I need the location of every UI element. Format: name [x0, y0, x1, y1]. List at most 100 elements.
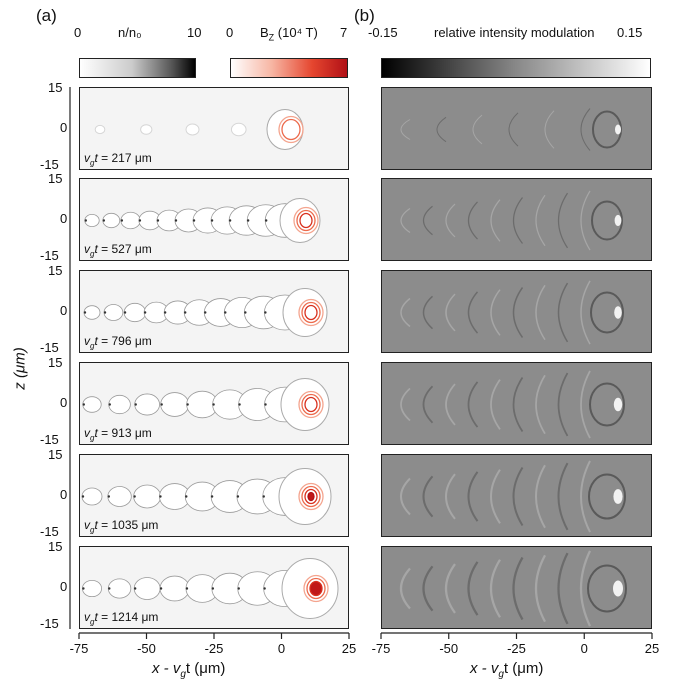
modulation-arc	[512, 377, 524, 432]
bfield-contour	[298, 390, 324, 419]
modulation-arc	[557, 192, 569, 249]
modulation-arc	[399, 567, 411, 610]
density-spike	[211, 587, 215, 590]
x-tick-label-b-1: -50	[439, 641, 459, 656]
driver-ring	[587, 564, 627, 613]
x-axis-b	[380, 632, 653, 639]
density-panel-4: vgt = 1035 μm	[79, 454, 349, 537]
modulation-arc	[508, 112, 519, 147]
modulation-arc	[422, 475, 434, 518]
density-spike	[83, 311, 87, 314]
x-axis-a	[69, 87, 350, 639]
intensity-panel-1	[381, 178, 652, 261]
modulation-arc	[467, 561, 479, 616]
modulation-arc	[467, 201, 478, 240]
y-tick-a-2-1: 0	[60, 302, 68, 318]
modulation-arc	[422, 205, 433, 236]
y-tick-a-0-2: -15	[40, 157, 59, 172]
modulation-arc	[557, 552, 569, 625]
density-spike	[184, 311, 187, 314]
modulation-arc	[490, 199, 501, 242]
panel-a-letter: (a)	[36, 6, 57, 25]
bfield-contour	[298, 298, 324, 327]
density-spike	[133, 587, 137, 590]
density-spike	[264, 403, 267, 406]
y-tick-a-5-2: -15	[40, 616, 59, 631]
modulation-arc	[489, 559, 501, 618]
density-spike	[82, 587, 85, 590]
modulation-arc	[580, 190, 591, 251]
propagation-annotation-2: vgt = 796 μm	[84, 333, 152, 350]
x-tick-label-b-2: -25	[507, 641, 526, 656]
bfield-contour	[304, 304, 318, 321]
density-spike	[210, 495, 214, 498]
density-colorbar-min: 0	[74, 25, 82, 40]
bfield-contour	[301, 301, 321, 324]
density-panel-3: vgt = 913 μm	[79, 362, 349, 445]
modulation-arc	[557, 462, 569, 531]
modulation-arc	[400, 477, 411, 516]
y-tick-a-0-1: 0	[60, 119, 68, 135]
density-spike	[143, 311, 147, 314]
density-colorbar-max: 10	[187, 25, 202, 40]
density-spike	[192, 219, 196, 222]
y-tick-a-3-0: 15	[48, 355, 63, 370]
density-spike	[174, 219, 178, 222]
intensity-colorbar-min: -0.15	[368, 25, 398, 40]
x-axis-label-a: x - vgt (μm)	[152, 660, 226, 680]
density-spike	[265, 219, 268, 222]
modulation-arc	[400, 119, 411, 140]
bfield-contour	[304, 396, 318, 413]
x-tick-label-a-0: -75	[69, 641, 89, 656]
density-spike	[163, 311, 167, 314]
density-spike	[107, 495, 111, 498]
bfield-contour	[293, 206, 319, 235]
density-spike	[84, 219, 87, 222]
density-spike	[185, 587, 189, 590]
y-tick-a-1-2: -15	[40, 248, 59, 263]
propagation-annotation-4: vgt = 1035 μm	[84, 517, 159, 534]
density-spike	[134, 403, 137, 406]
modulation-arc	[467, 381, 479, 428]
bfield-contour	[301, 393, 321, 416]
driver-ring	[590, 291, 624, 334]
modulation-arc	[467, 291, 479, 334]
density-spike	[156, 219, 160, 222]
y-tick-a-3-1: 0	[60, 394, 68, 410]
bfield-contour	[309, 580, 323, 597]
x-tick-label-a-3: 0	[277, 641, 286, 656]
bfield-colorbar-label: BZ (10⁴ T)	[260, 25, 318, 43]
density-spike	[212, 403, 215, 406]
density-panel-0: vgt = 217 μm	[79, 87, 349, 170]
modulation-arc	[579, 550, 592, 627]
x-tick-label-b-4: 25	[644, 641, 660, 656]
intensity-panel-2	[381, 270, 652, 353]
density-spike	[103, 311, 107, 314]
plasma-bubble	[140, 124, 153, 135]
modulation-arc	[444, 563, 456, 614]
bright-spot	[614, 306, 622, 319]
panel-b-letter: (b)	[354, 6, 375, 25]
bfield-contour	[306, 577, 326, 600]
density-spike	[262, 495, 265, 498]
modulation-arc	[512, 466, 524, 527]
x-tick-label-a-1: -50	[137, 641, 156, 656]
plasma-bubble	[230, 122, 247, 137]
intensity-panel-3	[381, 362, 652, 445]
modulation-arc	[544, 110, 555, 149]
density-spike	[159, 495, 162, 498]
propagation-annotation-5: vgt = 1214 μm	[84, 609, 159, 626]
propagation-annotation-1: vgt = 527 μm	[84, 241, 152, 258]
density-spike	[263, 587, 266, 590]
y-tick-a-2-0: 15	[48, 263, 63, 278]
modulation-arc	[400, 297, 411, 328]
bfield-contour	[278, 115, 304, 144]
y-tick-a-0-0: 15	[48, 80, 63, 95]
modulation-arc	[512, 556, 524, 621]
bright-spot	[615, 124, 621, 135]
density-colorbar	[79, 58, 196, 78]
modulation-arc	[490, 469, 501, 524]
y-tick-a-4-0: 15	[48, 447, 63, 462]
modulation-arc	[445, 293, 456, 332]
modulation-arc	[557, 282, 569, 343]
